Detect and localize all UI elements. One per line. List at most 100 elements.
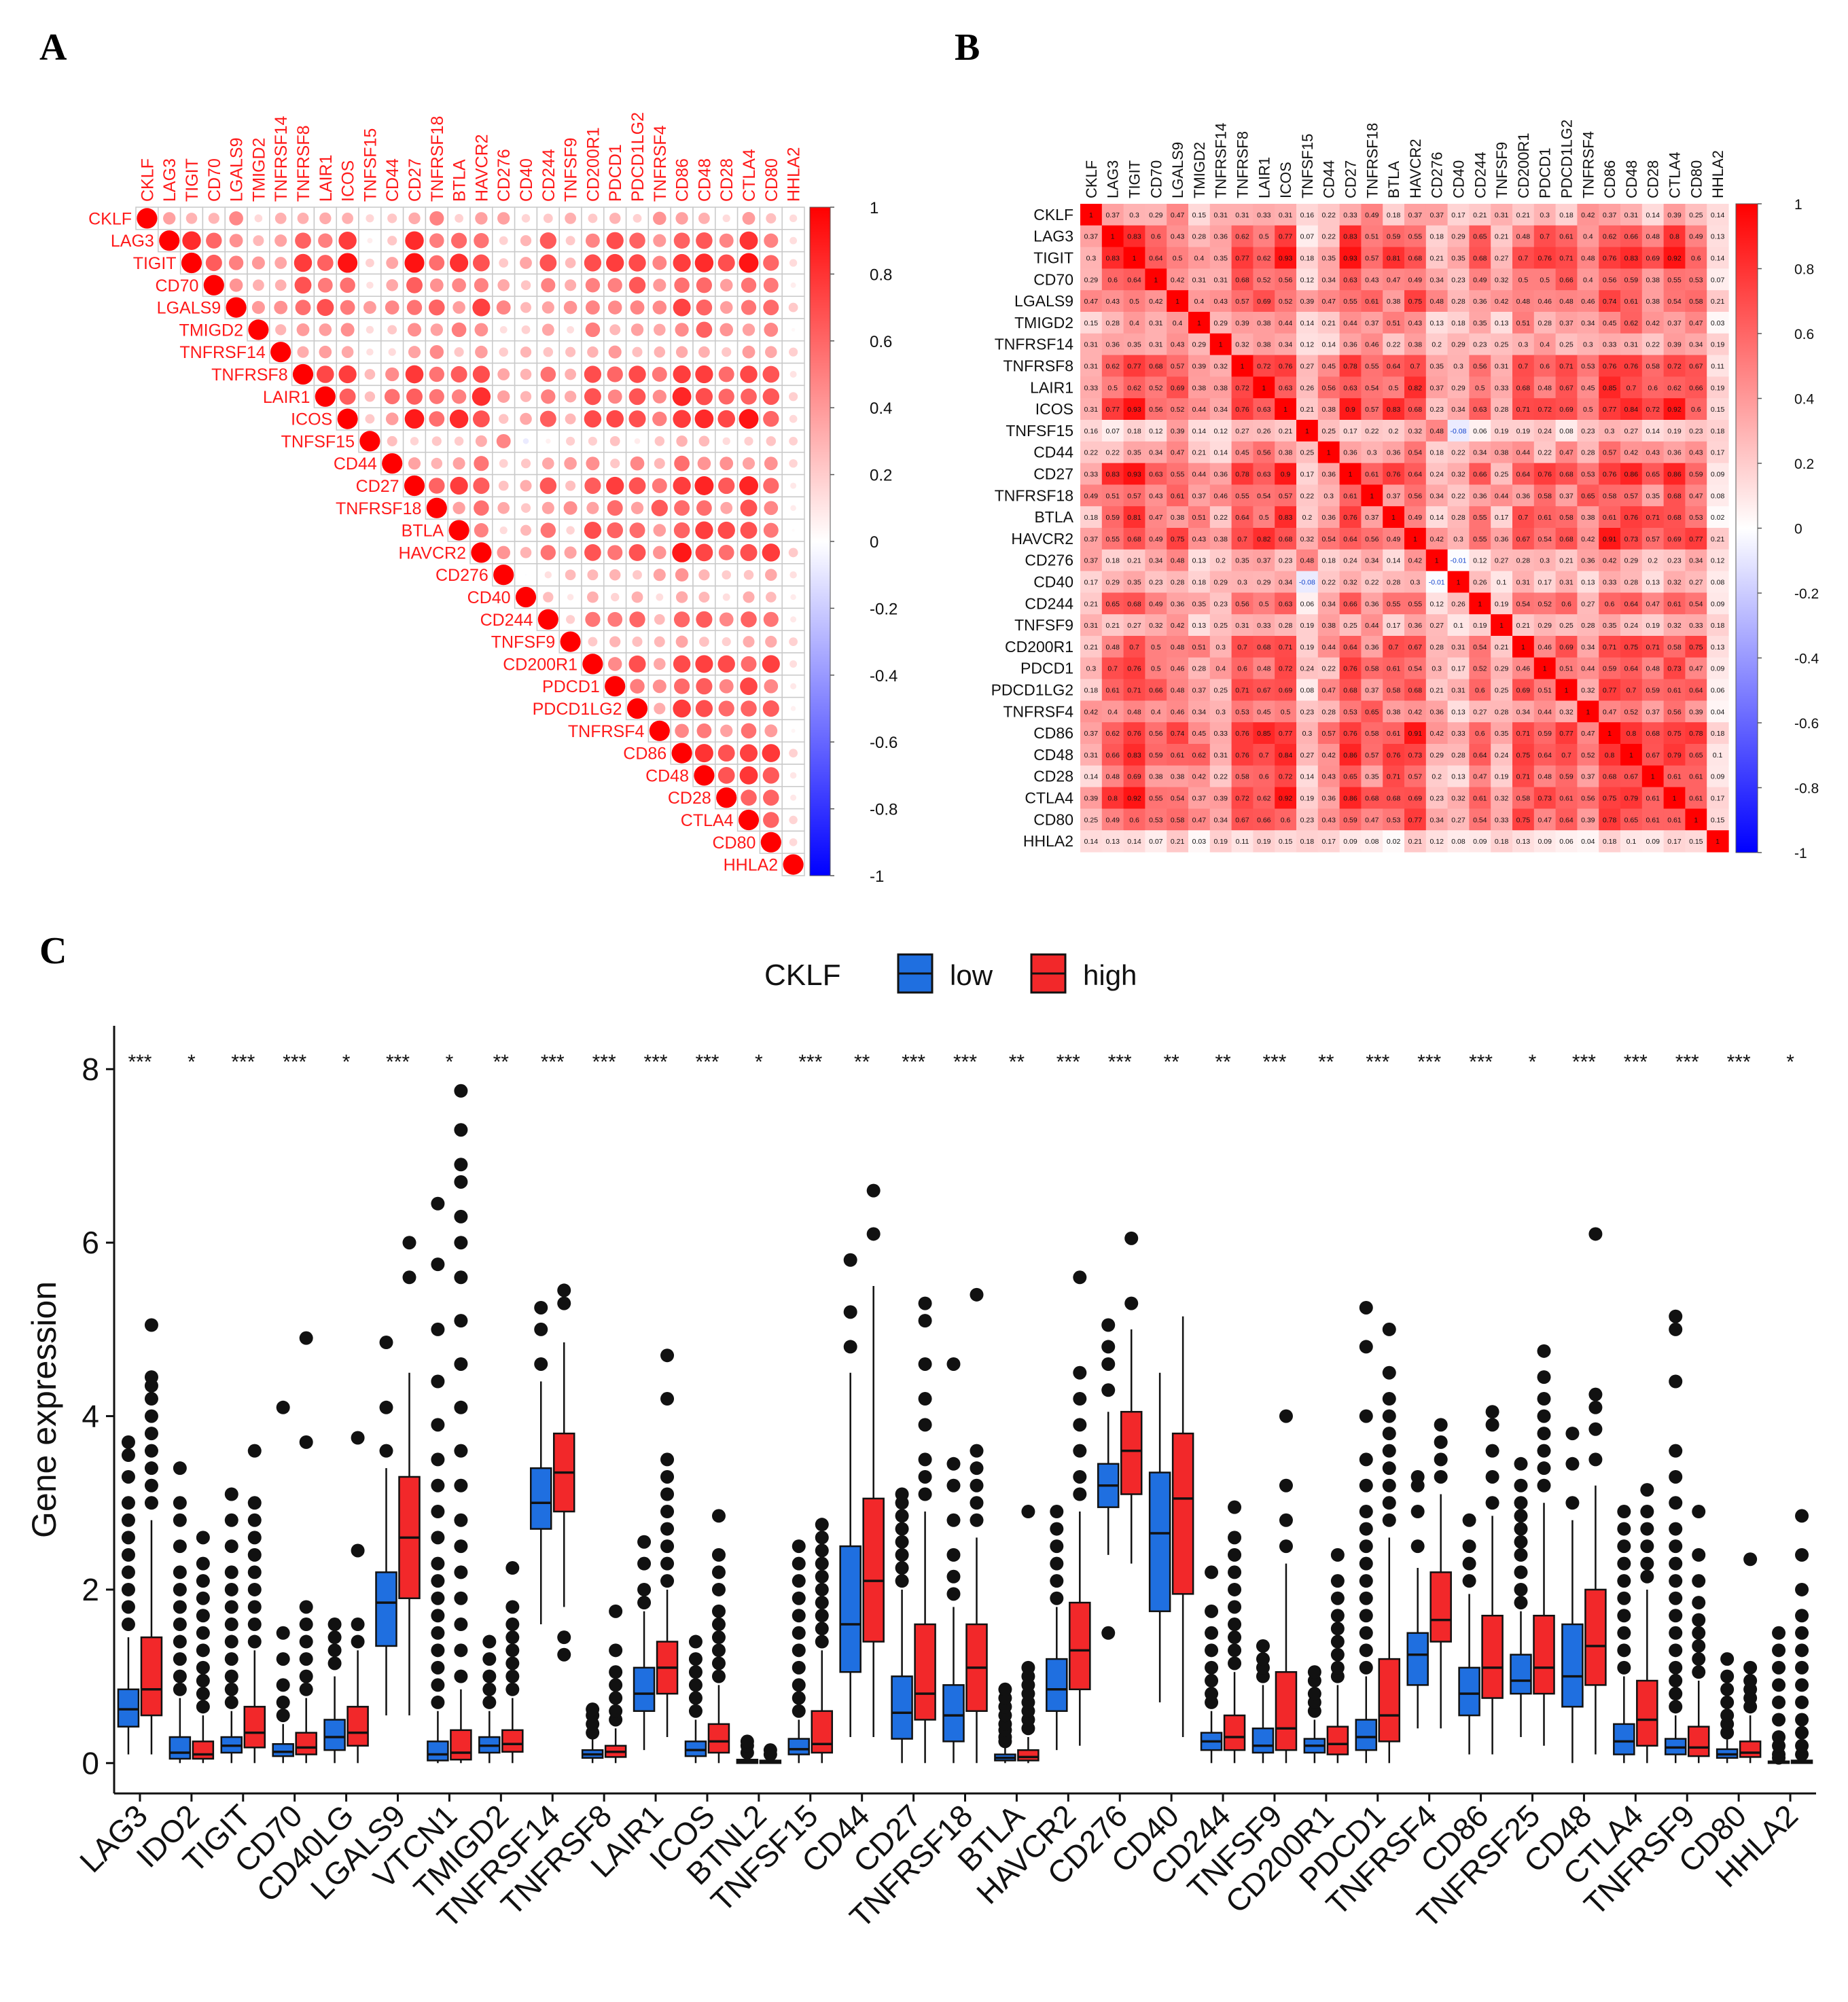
correlation-circle <box>789 459 798 468</box>
outlier-point <box>1462 1513 1476 1527</box>
tile-value: 0.44 <box>1192 406 1207 414</box>
tile-value: 0.29 <box>1538 622 1552 630</box>
box-low <box>1510 1654 1532 1695</box>
outlier-point <box>299 1435 313 1449</box>
correlation-circle <box>384 389 400 405</box>
correlation-value-heatmap: CKLF LAG3 TIGIT CD70 LGALS9 TMIGD2 TNFRSF14 TNF… <box>991 120 1819 861</box>
tile-value: 0.54 <box>1516 600 1531 608</box>
correlation-circle <box>474 278 488 293</box>
tile-value: 0.13 <box>1495 319 1509 327</box>
correlation-circle <box>317 299 334 317</box>
grid-cell <box>781 652 805 676</box>
tile-value: 0.29 <box>1084 276 1099 284</box>
box-high <box>295 1732 317 1755</box>
row-label: CD86 <box>623 745 667 764</box>
tile-value: 0.35 <box>1451 255 1465 263</box>
tile-value: 0.83 <box>1387 406 1401 414</box>
tile-value: 0.21 <box>1171 838 1185 846</box>
correlation-circle <box>563 501 578 515</box>
correlation-circle <box>739 744 758 762</box>
tile-value: 0.46 <box>1538 298 1552 306</box>
correlation-circle <box>565 212 577 224</box>
tile-value: 0.63 <box>1257 471 1271 479</box>
tile-value: 0.34 <box>1516 708 1531 716</box>
tile-value: 0.21 <box>1192 449 1207 457</box>
correlation-circle <box>789 436 798 446</box>
tile-value: 0.31 <box>1084 341 1099 349</box>
box-high <box>1584 1588 1607 1686</box>
correlation-circle <box>738 809 760 831</box>
outlier-point <box>1514 1496 1528 1510</box>
correlation-circle <box>628 276 646 294</box>
outlier-point <box>224 1682 238 1696</box>
heat-tile <box>1383 225 1405 248</box>
tile-value: 0.11 <box>1711 363 1724 371</box>
tile-value: 0.14 <box>1192 427 1207 435</box>
colorbar-tick-label: 0 <box>1794 522 1802 537</box>
correlation-circle <box>791 327 796 332</box>
heat-tile <box>1641 204 1665 226</box>
tile-value: 0.54 <box>1689 600 1703 608</box>
tile-value: 0.38 <box>1321 406 1336 414</box>
correlation-circle <box>163 212 176 225</box>
significance-marker: *** <box>1572 1051 1596 1073</box>
box-high <box>1378 1658 1401 1742</box>
correlation-circle <box>631 591 643 603</box>
outlier-point <box>1359 1340 1373 1354</box>
tile-value: -0.08 <box>1451 427 1467 435</box>
heat-tile <box>1512 225 1535 248</box>
outlier-point <box>121 1513 135 1527</box>
significance-marker: * <box>1786 1051 1794 1073</box>
tile-value: 0.39 <box>1213 795 1228 803</box>
tile-value: 0.83 <box>1127 233 1141 241</box>
correlation-circle <box>722 637 731 647</box>
correlation-circle <box>607 389 622 404</box>
outlier-point <box>1565 1456 1580 1471</box>
correlation-circle <box>762 655 780 673</box>
tile-value: 0.35 <box>1213 255 1228 263</box>
tile-value: 0.31 <box>1516 579 1531 587</box>
outlier-point <box>299 1331 313 1345</box>
tile-value: 0.28 <box>1581 622 1595 630</box>
tile-value: 0.08 <box>1451 838 1465 846</box>
tile-value: 0.52 <box>1149 384 1163 392</box>
tile-value: 0.47 <box>1171 211 1185 219</box>
outlier-point <box>1537 1409 1551 1423</box>
correlation-circle <box>448 520 469 541</box>
tile-value: 0.6 <box>1605 600 1615 608</box>
tile-value: 0.92 <box>1667 406 1682 414</box>
correlation-circle <box>429 233 444 248</box>
outlier-point <box>711 1604 726 1618</box>
correlation-circle <box>720 724 733 737</box>
outlier-point <box>196 1700 210 1714</box>
correlation-circle <box>408 346 421 359</box>
correlation-circle <box>633 213 642 223</box>
significance-marker: ** <box>1163 1051 1179 1073</box>
tile-value: 0.63 <box>1279 384 1293 392</box>
heat-tile <box>1533 225 1557 248</box>
tile-value: 0.71 <box>1516 730 1531 738</box>
tile-value: 0.72 <box>1646 406 1660 414</box>
tile-value: 0.69 <box>1408 795 1423 803</box>
tile-value: 0.76 <box>1538 471 1552 479</box>
outlier-point <box>557 1647 571 1662</box>
correlation-circle <box>716 787 737 808</box>
correlation-circle <box>520 280 531 291</box>
outlier-point <box>454 1236 468 1250</box>
tile-value: 0.22 <box>1646 341 1660 349</box>
correlation-circle <box>741 723 757 739</box>
outlier-point <box>1772 1730 1786 1745</box>
correlation-circle <box>404 253 425 273</box>
correlation-circle <box>296 323 310 336</box>
tile-value: 0.33 <box>1213 730 1228 738</box>
outlier-point <box>843 1340 857 1354</box>
tile-value: 0.5 <box>1129 298 1139 306</box>
tile-value: 0.57 <box>1646 535 1660 543</box>
tile-value: 0.4 <box>1151 708 1161 716</box>
heat-tile <box>1361 247 1383 269</box>
outlier-point <box>454 1643 468 1658</box>
tile-value: 0.38 <box>1171 514 1185 522</box>
tile-value: 0.14 <box>1646 211 1660 219</box>
heat-tile <box>1425 204 1449 226</box>
outlier-point <box>431 1531 445 1545</box>
